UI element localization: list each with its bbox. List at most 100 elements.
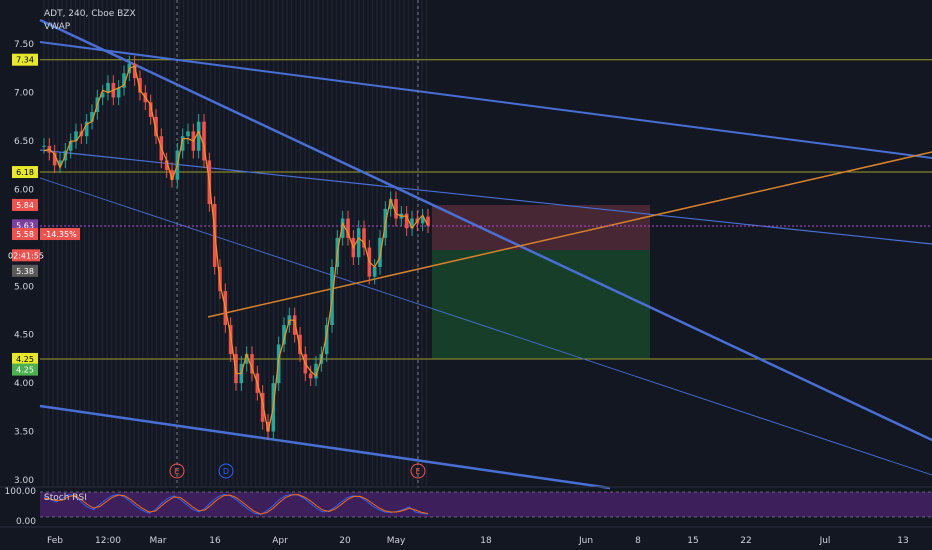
trendline-upper[interactable] [39, 41, 932, 159]
take-profit-zone[interactable] [432, 250, 650, 359]
stoch-band [40, 492, 932, 517]
time-tick-label: Jul [819, 536, 831, 546]
candle-body [138, 78, 142, 93]
trendline-main-down[interactable] [39, 18, 932, 442]
svg-text:D: D [223, 467, 229, 476]
price-badge [12, 264, 38, 277]
candle-body [314, 363, 318, 379]
price-tick-label: 7.00 [14, 89, 34, 99]
candle-body [228, 325, 233, 355]
candle-body [340, 218, 345, 238]
candle-body [74, 131, 78, 142]
level-badge [12, 53, 38, 66]
candle-body [202, 121, 206, 161]
price-badge [40, 228, 80, 241]
svg-text:E: E [415, 467, 420, 476]
candle-body [266, 421, 270, 432]
event-marker-earnings-1[interactable]: E [169, 463, 185, 479]
time-tick-label: 16 [209, 536, 221, 546]
candle-body [180, 136, 185, 151]
time-tick-label: Jun [578, 536, 593, 546]
time-tick-label: May [387, 536, 406, 546]
candle-body [132, 63, 137, 79]
time-tick-label: 22 [740, 536, 751, 546]
price-badges: 5.84 5.635.58 -14.35% 02:41:55 5.38 4.25 [8, 198, 80, 376]
price-tick-label: 4.00 [14, 379, 34, 389]
candle-body [52, 152, 57, 166]
time-axis[interactable]: Feb 12:00 Mar 16 Apr 20 May 18 Jun 8 15 22 Jul 13 [47, 536, 909, 546]
trendline-channel-mid[interactable] [39, 149, 932, 245]
time-tick-label: 20 [339, 536, 351, 546]
candle-body [420, 216, 425, 224]
candle-body [106, 82, 110, 93]
stoch-d-line [43, 493, 429, 515]
candle-body [346, 218, 350, 238]
indicator-label: VWAP [44, 22, 71, 32]
level-badge [12, 166, 38, 179]
price-tick-label: 6.50 [14, 137, 34, 147]
candle-body [378, 237, 382, 267]
candle-body [154, 116, 158, 137]
candle-body [244, 354, 249, 364]
trendline-bottom[interactable] [39, 404, 611, 490]
event-marker-dividend[interactable]: D [218, 463, 234, 479]
price-badge-label: -14.35% [43, 230, 77, 239]
time-tick-label: 15 [687, 536, 698, 546]
candle-body [58, 160, 62, 166]
candle-body [426, 216, 430, 226]
price-tick-label: 6.00 [14, 185, 34, 195]
vwap-line [43, 65, 429, 432]
time-tick-label: Mar [150, 536, 167, 546]
svg-text:E: E [174, 467, 179, 476]
trendline-orange[interactable] [207, 151, 932, 318]
price-badge [12, 198, 38, 211]
level-badge-label: 6.18 [16, 168, 34, 177]
candle-body [250, 354, 254, 374]
trendline-channel-low[interactable] [39, 177, 932, 476]
candle-body [260, 392, 265, 422]
candle-body [404, 213, 409, 229]
candle-body [100, 92, 105, 98]
candle-body [68, 141, 73, 151]
candle-body [148, 102, 153, 117]
chart-title: ADT, 240, Cboe BZX [44, 9, 136, 19]
price-badge [12, 249, 40, 262]
price-tick-label: 3.50 [14, 428, 34, 438]
candle-body [90, 112, 94, 122]
candle-body [356, 228, 361, 258]
price-badge-label: 5.58 [16, 230, 34, 239]
price-badge-label: 5.38 [16, 267, 34, 276]
price-badge [12, 228, 38, 241]
time-tick-label: Apr [272, 536, 288, 546]
candle-body [324, 325, 329, 355]
candle-body [42, 145, 46, 147]
price-tick-label: 3.00 [14, 476, 34, 486]
time-tick-label: 12:00 [95, 536, 121, 546]
candle-body [292, 315, 297, 335]
candle-body [308, 373, 313, 379]
stoch-tick-0: 0.00 [16, 517, 36, 527]
candle-body [170, 170, 174, 180]
horizontal-levels[interactable]: 7.34 6.18 4.25 [12, 53, 932, 365]
candle-body [122, 73, 126, 88]
stop-loss-zone[interactable] [432, 205, 650, 250]
candle-body [388, 199, 393, 209]
candle-body [84, 121, 89, 137]
stoch-k-line [43, 493, 429, 516]
price-axis[interactable]: 7.50 7.00 6.50 6.00 5.00 4.50 4.00 3.50 3.00 [14, 40, 34, 486]
price-tick-label: 7.50 [14, 40, 34, 50]
time-tick-label: 13 [897, 536, 908, 546]
level-badge-label: 4.25 [16, 355, 34, 364]
price-badge-label: 5.84 [16, 201, 34, 210]
event-marker-earnings-2[interactable]: E [410, 463, 426, 479]
price-tick-label: 4.50 [14, 331, 34, 341]
candle-body [186, 131, 190, 137]
price-badge-label: 5.63 [16, 221, 34, 230]
candle-body [372, 266, 377, 277]
candle-body [234, 354, 238, 384]
candle-body [410, 218, 414, 229]
candle-body [298, 334, 302, 355]
candle-body [196, 121, 201, 151]
level-badge [12, 352, 38, 365]
